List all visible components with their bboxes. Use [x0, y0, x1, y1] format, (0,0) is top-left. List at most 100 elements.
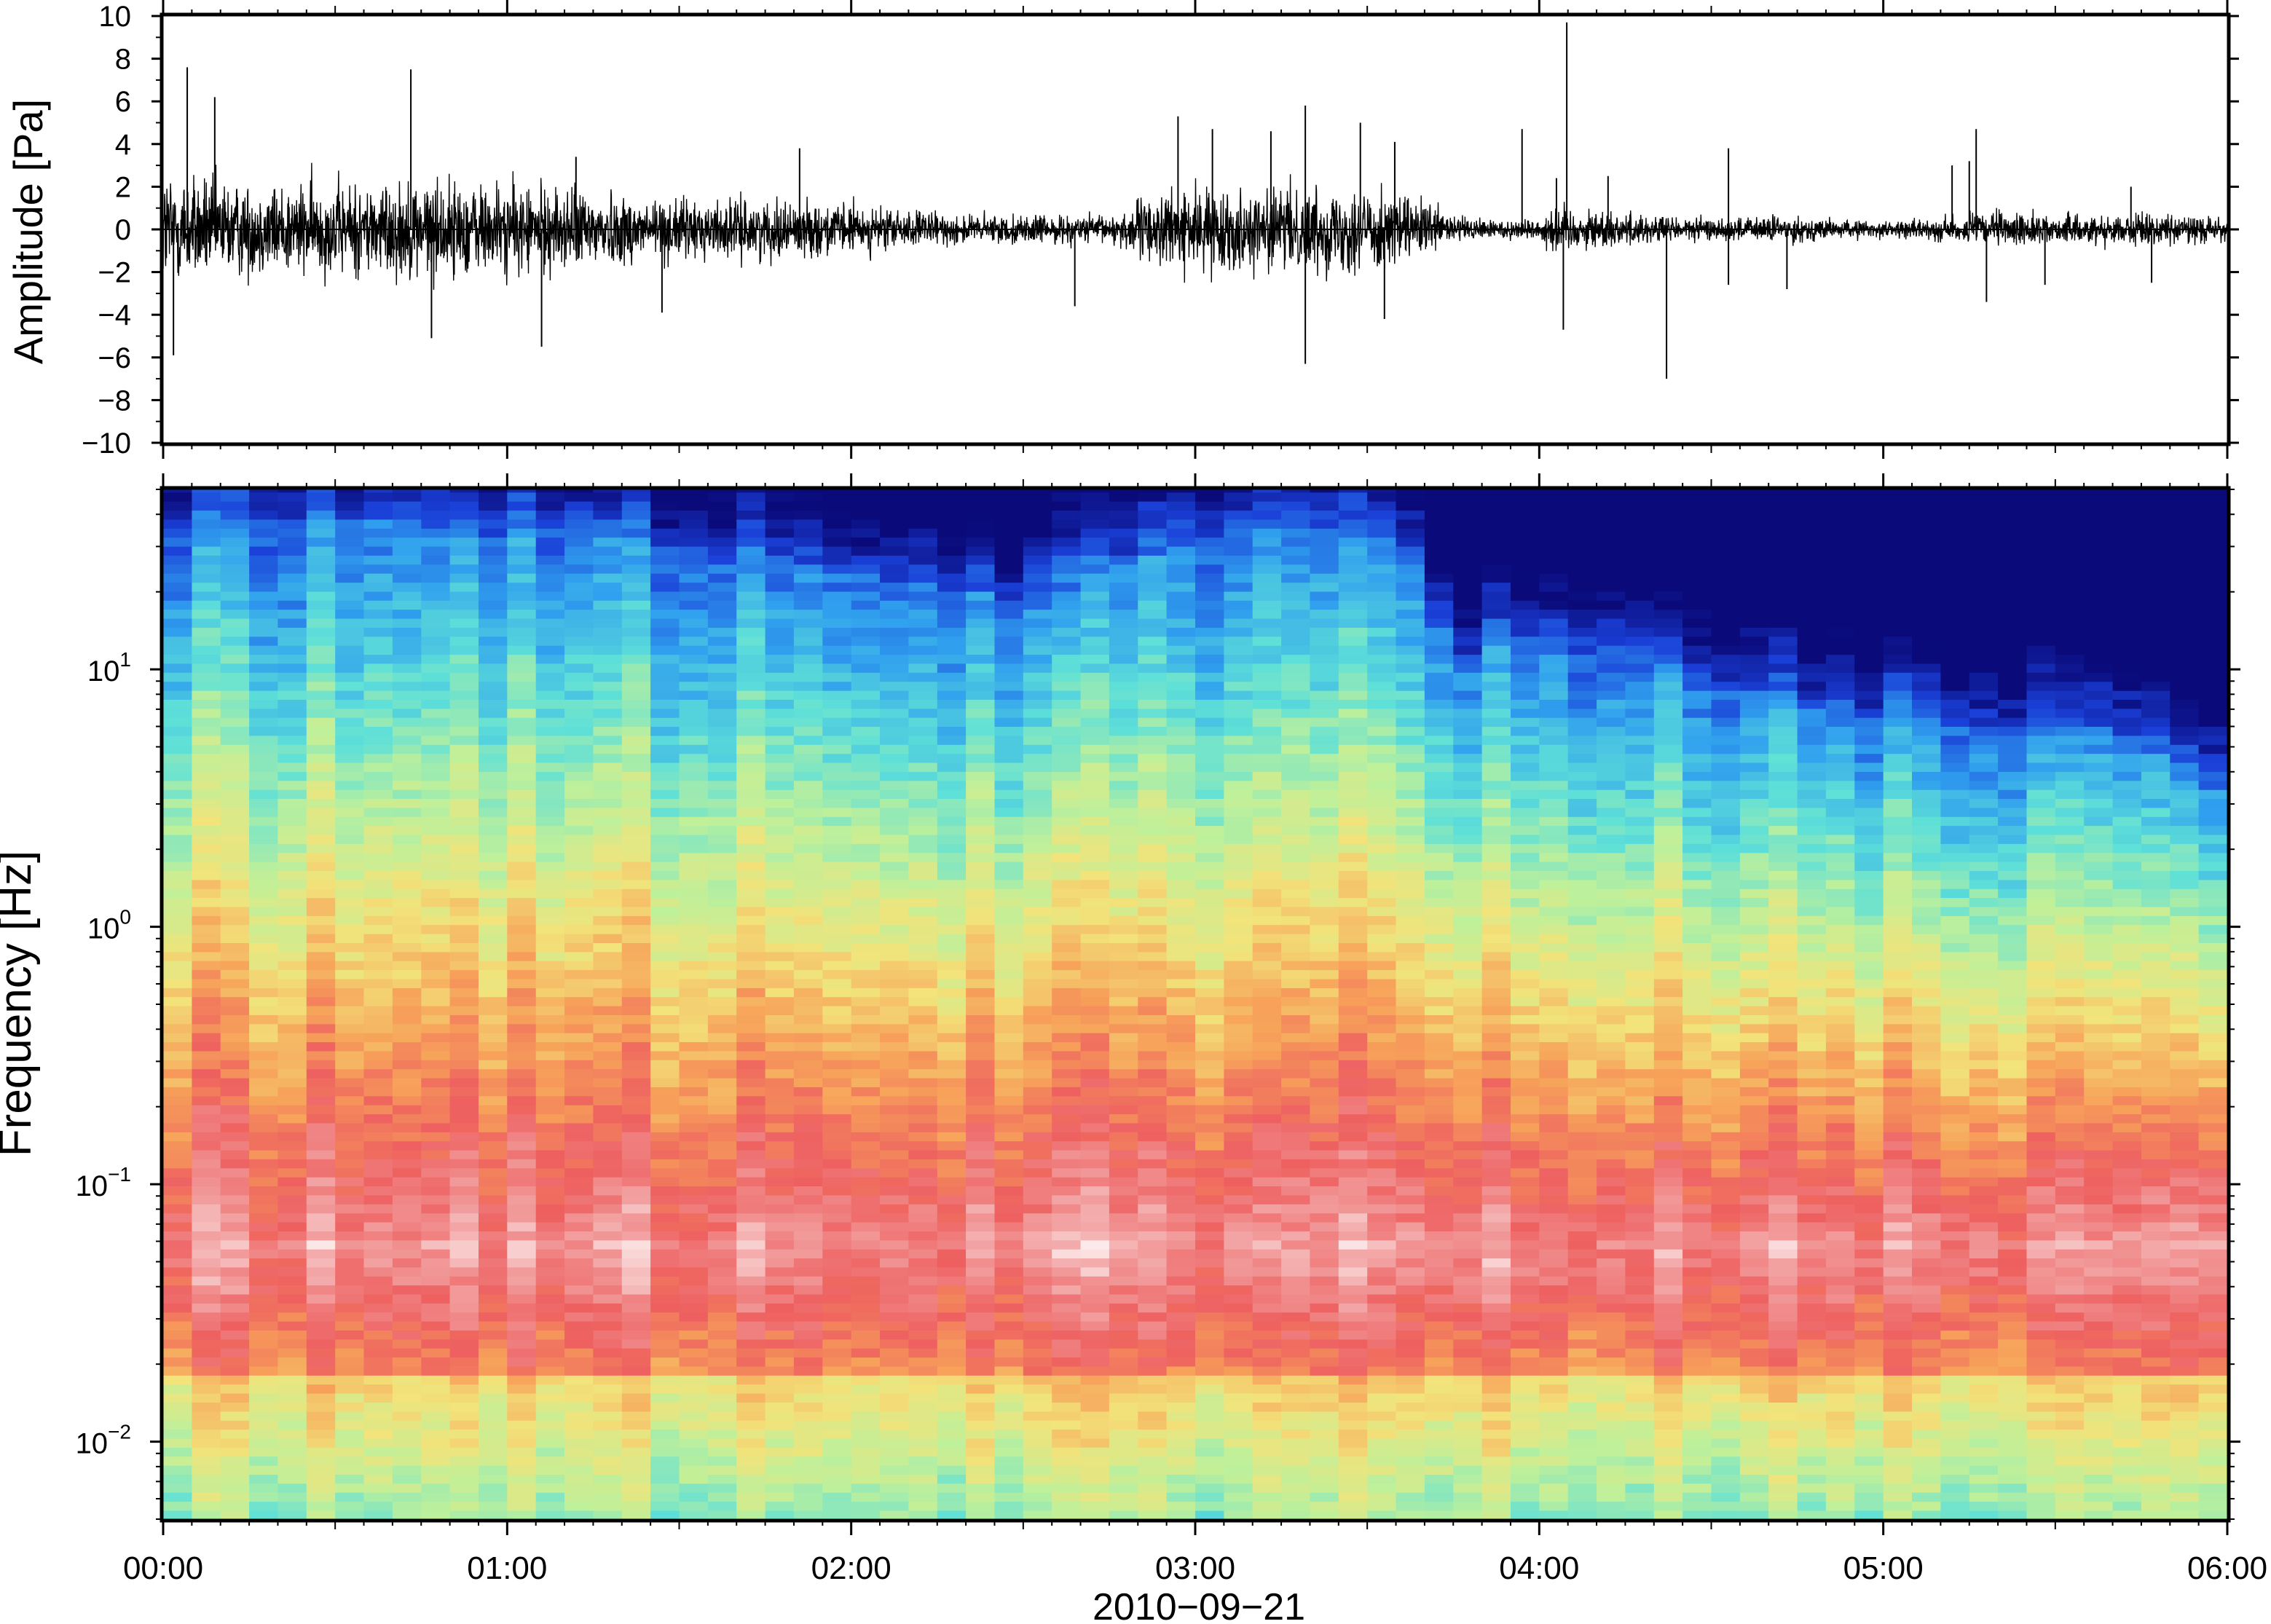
spectrogram-cell	[1281, 861, 1311, 871]
spectrogram-cell	[220, 996, 250, 1006]
spectrogram-cell	[535, 555, 565, 565]
spectrogram-cell	[736, 1213, 766, 1223]
spectrogram-cell	[421, 1402, 451, 1412]
spectrogram-cell	[278, 1068, 307, 1079]
spectrogram-cell	[1138, 798, 1168, 808]
spectrogram-cell	[278, 708, 307, 718]
spectrogram-cell	[1052, 1005, 1082, 1015]
spectrogram-cell	[507, 1176, 537, 1186]
spectrogram-cell	[220, 1285, 250, 1295]
spectrogram-cell	[1166, 960, 1196, 971]
spectrogram-cell	[1109, 1149, 1139, 1159]
spectrogram-cell	[1138, 816, 1168, 827]
spectrogram-cell	[306, 780, 336, 790]
spectrogram-cell	[392, 834, 422, 844]
spectrogram-cell	[650, 1068, 680, 1079]
spectrogram-cell	[966, 1041, 996, 1052]
spectrogram-cell	[363, 537, 393, 547]
spectrogram-cell	[593, 545, 623, 556]
spectrogram-cell	[1052, 762, 1082, 772]
spectrogram-cell	[192, 609, 221, 619]
spectrogram-cell	[1310, 735, 1339, 745]
spectrogram-cell	[650, 1221, 680, 1231]
spectrogram-cell	[449, 1014, 479, 1025]
spectrogram-cell	[507, 1384, 537, 1394]
spectrogram-cell	[880, 1465, 910, 1475]
spectrogram-cell	[765, 545, 795, 556]
spectrogram-cell	[908, 1104, 938, 1115]
spectrogram-cell	[1281, 1465, 1311, 1475]
spectrogram-cell	[650, 699, 680, 709]
spectrogram-cell	[564, 951, 594, 961]
spectrogram-cell	[880, 762, 910, 772]
spectrogram-cell	[1224, 1510, 1253, 1519]
spectrogram-cell	[994, 627, 1024, 637]
spectrogram-cell	[1310, 1050, 1339, 1060]
spectrogram-cell	[994, 825, 1024, 835]
spectrogram-cell	[851, 1149, 881, 1159]
spectrogram-cell	[507, 672, 537, 682]
spectrogram-cell	[249, 1132, 279, 1142]
spectrogram-cell	[1023, 1312, 1052, 1322]
spectrogram-cell	[535, 1050, 565, 1060]
spectrogram-cell	[507, 1213, 537, 1223]
spectrogram-cell	[937, 1375, 967, 1385]
spectrogram-cell	[564, 1122, 594, 1132]
spectrogram-cell	[335, 564, 365, 574]
spectrogram-cell	[335, 789, 365, 799]
spectrogram-cell	[880, 1023, 910, 1033]
spectrogram-cell	[163, 1248, 193, 1258]
spectrogram-cell	[621, 1231, 651, 1241]
spectrogram-cell	[1052, 906, 1082, 916]
spectrogram-cell	[736, 852, 766, 862]
spectrogram-cell	[249, 500, 279, 511]
spectrogram-cell	[363, 1392, 393, 1403]
spectrogram-cell	[1281, 1204, 1311, 1214]
spectrogram-cell	[707, 1258, 738, 1268]
spectrogram-cell	[449, 960, 479, 971]
spectrogram-cell	[736, 843, 766, 854]
spectrogram-cell	[793, 489, 824, 493]
spectrogram-cell	[1338, 1159, 1368, 1169]
spectrogram-cell	[1052, 1104, 1082, 1115]
spectrogram-cell	[707, 942, 738, 953]
spectrogram-cell	[1080, 1176, 1110, 1186]
spectrogram-cell	[1080, 1258, 1110, 1268]
spectrogram-cell	[793, 645, 824, 655]
spectrogram-cell	[1023, 609, 1052, 619]
spectrogram-cell	[908, 951, 938, 961]
spectrogram-cell	[1109, 744, 1139, 754]
spectrogram-cell	[507, 852, 537, 862]
spectrogram-cell	[593, 1213, 623, 1223]
spectrogram-cell	[1195, 1339, 1225, 1349]
spectrogram-cell	[822, 528, 852, 538]
spectrogram-cell	[192, 978, 221, 988]
spectrogram-cell	[1109, 591, 1139, 601]
spectrogram-cell	[479, 1095, 508, 1105]
spectrogram-cell	[1138, 1501, 1168, 1511]
spectrogram-cell	[650, 861, 680, 871]
spectrogram-cell	[335, 654, 365, 664]
spectrogram-cell	[1166, 627, 1196, 637]
spectrogram-cell	[421, 1357, 451, 1367]
spectrogram-cell	[1109, 492, 1139, 502]
spectrogram-cell	[937, 1357, 967, 1367]
spectrogram-cell	[479, 1330, 508, 1340]
spectrogram-cell	[163, 1113, 193, 1124]
spectrogram-cell	[908, 1438, 938, 1448]
spectrogram-cell	[851, 744, 881, 754]
spectrogram-cell	[192, 789, 221, 799]
spectrogram-cell	[966, 1465, 996, 1475]
spectrogram-cell	[392, 564, 422, 574]
spectrogram-cell	[1195, 717, 1225, 727]
spectrogram-cell	[220, 807, 250, 817]
spectrogram-cell	[707, 572, 738, 583]
spectrogram-cell	[593, 762, 623, 772]
spectrogram-cell	[1310, 1087, 1339, 1097]
spectrogram-cell	[335, 780, 365, 790]
spectrogram-cell	[937, 1465, 967, 1475]
spectrogram-cell	[1310, 1402, 1339, 1412]
spectrogram-cell	[220, 600, 250, 610]
spectrogram-cell	[507, 564, 537, 574]
spectrogram-cell	[421, 609, 451, 619]
